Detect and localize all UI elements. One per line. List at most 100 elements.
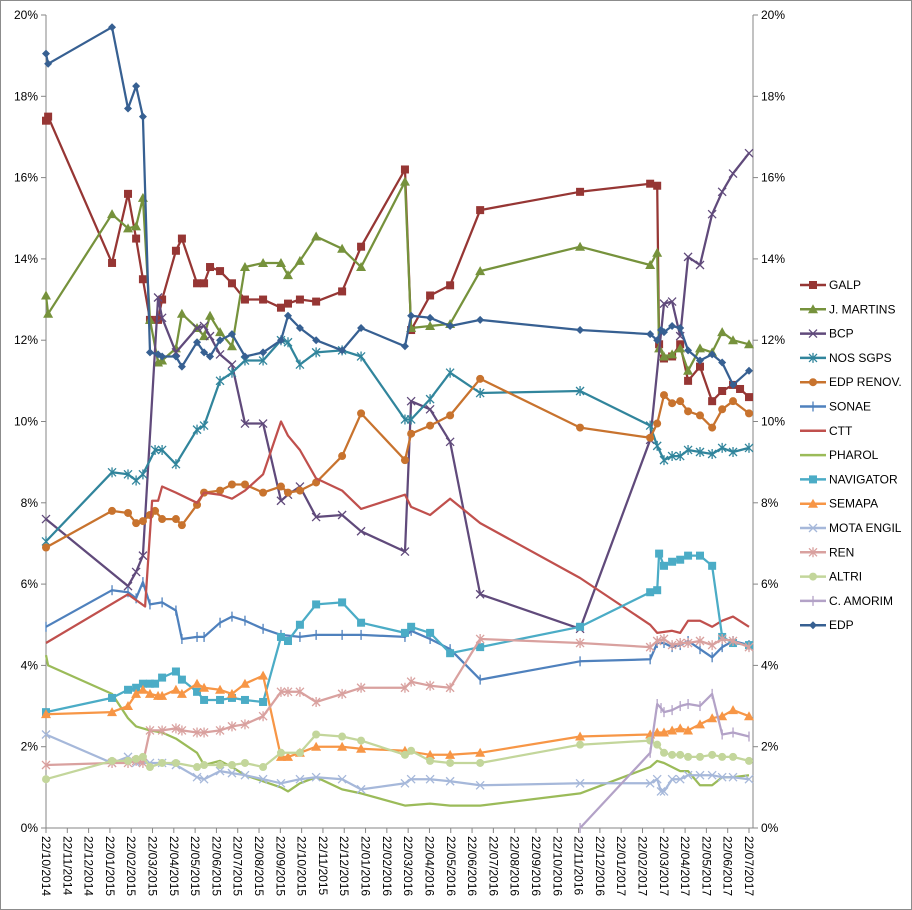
data-point xyxy=(227,721,237,732)
data-point xyxy=(193,279,202,288)
data-point xyxy=(276,632,285,641)
legend-label: EDP xyxy=(829,618,854,632)
x-tick-label: 22/12/2014 xyxy=(82,836,96,896)
data-point xyxy=(575,386,585,397)
data-point xyxy=(311,347,321,358)
data-point xyxy=(312,297,321,306)
data-point xyxy=(676,750,685,759)
data-point xyxy=(425,404,435,414)
data-point xyxy=(718,405,727,414)
data-point xyxy=(683,365,694,375)
data-point xyxy=(227,768,237,778)
data-point xyxy=(284,637,293,646)
data-point xyxy=(708,350,717,359)
legend-item-ctt: CTT xyxy=(800,424,853,438)
data-point xyxy=(258,355,268,366)
legend-label: ALTRI xyxy=(829,570,862,584)
data-point xyxy=(446,321,455,330)
data-point xyxy=(425,749,436,759)
data-point xyxy=(707,713,718,723)
data-point xyxy=(652,247,663,257)
data-point xyxy=(171,347,181,357)
data-point xyxy=(728,335,739,345)
series-line xyxy=(45,637,750,767)
data-point xyxy=(41,514,51,524)
legend-label: SEMAPA xyxy=(829,497,878,511)
data-point xyxy=(206,263,215,272)
data-point xyxy=(284,299,293,308)
data-point xyxy=(131,475,141,486)
y-tick-label-right: 8% xyxy=(761,496,779,510)
data-point xyxy=(717,187,727,197)
data-point xyxy=(744,339,754,349)
data-point xyxy=(400,342,409,351)
data-point xyxy=(645,778,655,788)
data-point xyxy=(707,770,717,780)
data-point xyxy=(668,399,677,408)
data-point xyxy=(407,746,416,755)
y-tick-label: 10% xyxy=(14,415,38,429)
data-point xyxy=(400,165,409,174)
data-point xyxy=(157,313,167,323)
legend-item-navigator: NAVIGATOR xyxy=(800,472,898,486)
data-point xyxy=(356,784,366,794)
x-tick-label: 22/12/2015 xyxy=(337,836,351,896)
data-point xyxy=(192,772,202,782)
legend-item-edp-renov: EDP RENOV. xyxy=(800,375,902,389)
data-point xyxy=(108,756,117,765)
data-point xyxy=(445,776,455,786)
data-point xyxy=(475,747,486,757)
data-point xyxy=(446,411,455,420)
y-tick-label-right: 20% xyxy=(761,8,785,22)
data-point xyxy=(259,295,268,304)
data-point xyxy=(646,433,655,442)
data-point xyxy=(283,686,293,697)
data-point xyxy=(696,362,705,371)
data-point xyxy=(575,778,585,788)
data-point xyxy=(337,510,347,520)
data-point xyxy=(215,375,225,386)
data-point xyxy=(258,419,268,428)
data-point xyxy=(283,751,294,761)
data-point xyxy=(445,749,456,759)
data-point xyxy=(475,388,485,399)
y-tick-label: 6% xyxy=(21,577,39,591)
data-point xyxy=(717,633,727,644)
data-point xyxy=(668,557,677,566)
data-point xyxy=(576,740,585,749)
x-tick-label: 22/03/2017 xyxy=(657,836,671,896)
data-point xyxy=(259,348,268,357)
x-tick-label: 22/11/2016 xyxy=(572,836,586,895)
data-point xyxy=(145,348,154,357)
data-point xyxy=(708,561,717,570)
data-point xyxy=(239,262,250,272)
data-point xyxy=(158,515,167,524)
data-point xyxy=(575,638,585,649)
data-point xyxy=(171,515,180,524)
data-point xyxy=(312,730,321,739)
y-tick-label: 14% xyxy=(14,252,38,266)
data-point xyxy=(728,705,739,715)
x-tick-label: 22/05/2015 xyxy=(188,836,202,896)
data-point xyxy=(193,763,202,772)
data-point xyxy=(475,780,485,790)
data-point xyxy=(42,49,50,58)
data-point xyxy=(227,480,236,489)
data-point xyxy=(240,770,250,780)
data-point xyxy=(193,687,202,696)
data-point xyxy=(655,549,664,558)
data-point xyxy=(446,758,455,767)
data-point xyxy=(200,348,209,357)
data-point xyxy=(215,725,225,736)
legend-item-edp: EDP xyxy=(800,618,854,632)
x-tick-label: 22/11/2014 xyxy=(60,836,74,895)
data-point xyxy=(707,640,717,651)
data-point xyxy=(107,467,117,478)
data-point xyxy=(696,551,705,560)
data-point xyxy=(216,486,225,495)
data-point xyxy=(42,116,50,125)
data-point xyxy=(426,313,435,322)
y-tick-label-right: 14% xyxy=(761,252,785,266)
data-point xyxy=(695,719,706,729)
data-point xyxy=(653,586,662,595)
